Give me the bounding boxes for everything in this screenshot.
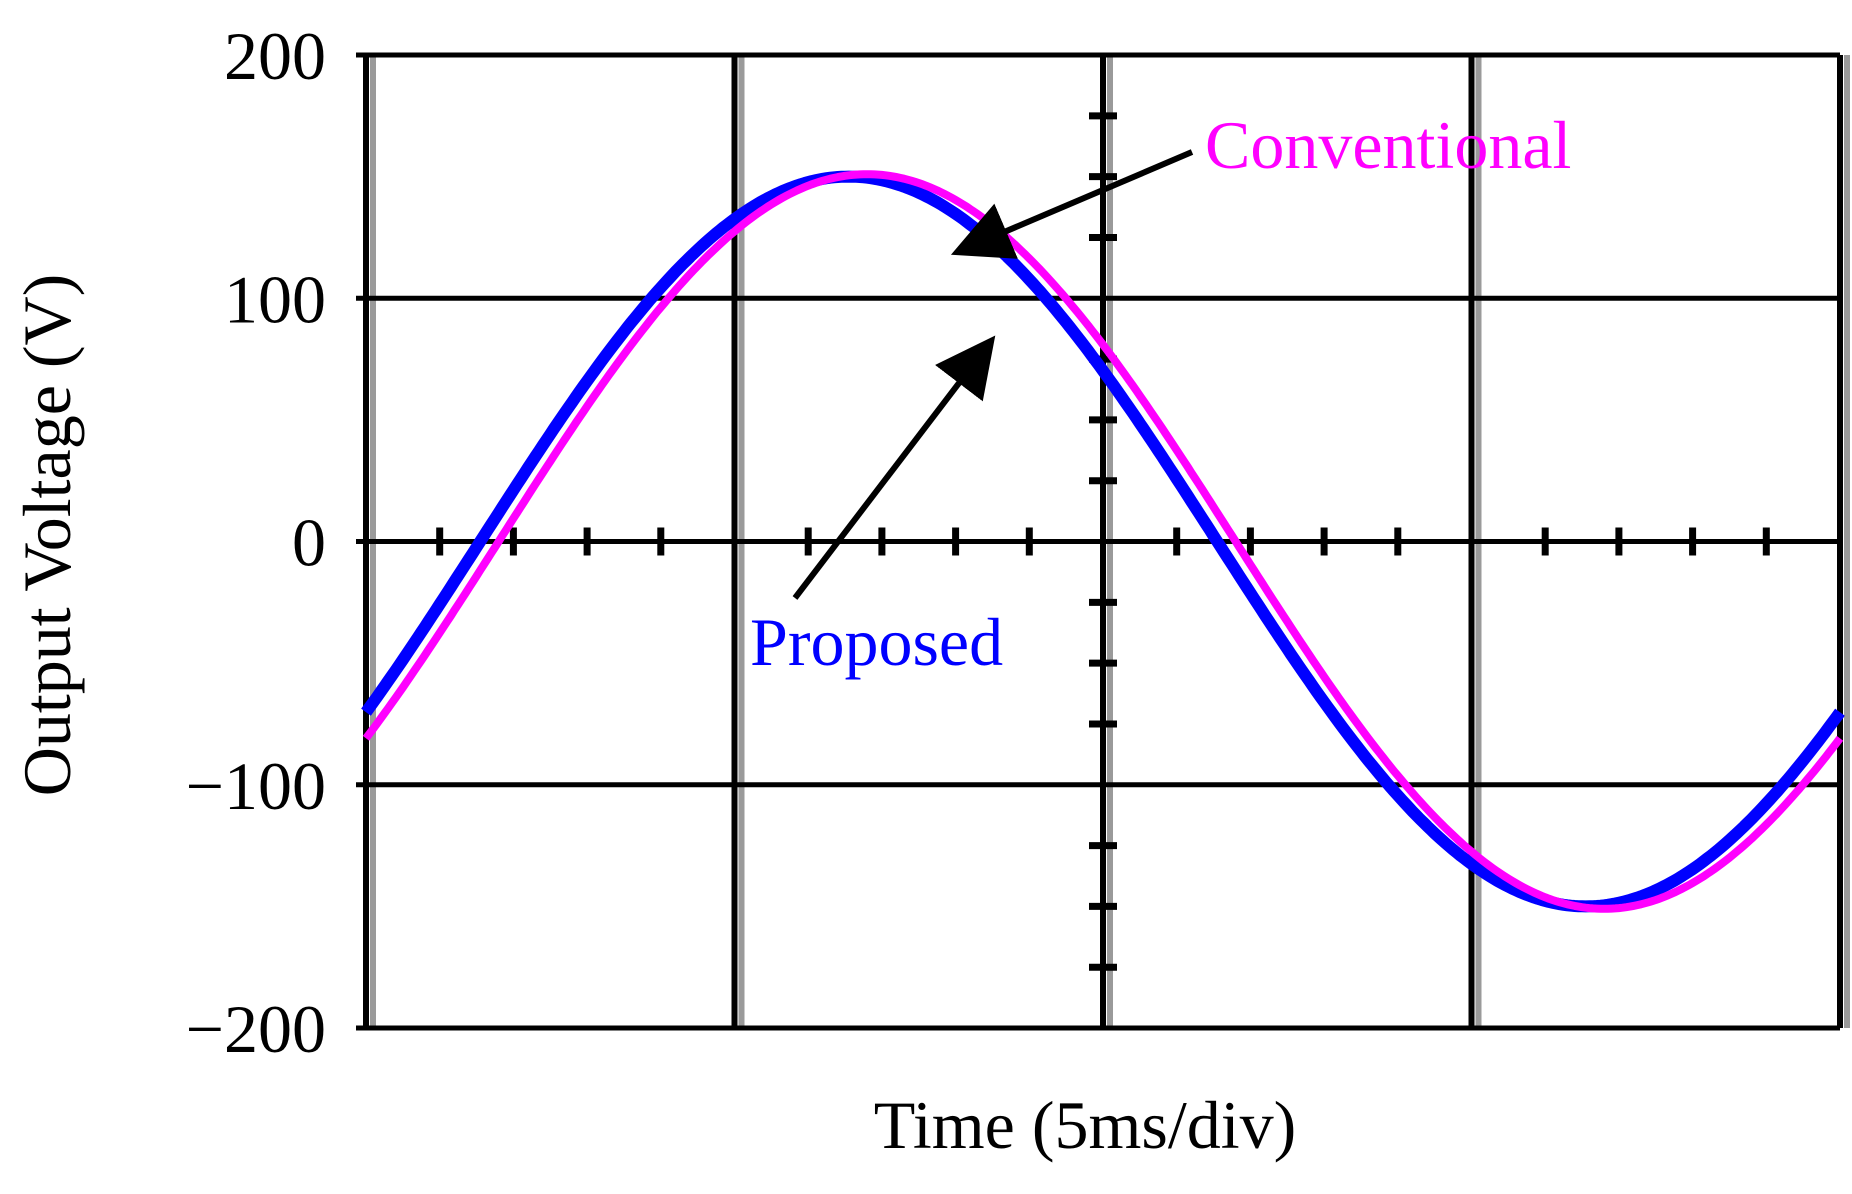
y-tick-label: 200 [224, 18, 326, 94]
conventional-arrow [950, 149, 1194, 259]
axis-ticks: 200 100 0 −100 −200 [186, 18, 1770, 1067]
y-tick-label: −200 [186, 991, 326, 1067]
proposed-arrow [792, 335, 996, 600]
series-group [361, 170, 1845, 913]
proposed-annotation-label: Proposed [750, 604, 1003, 680]
y-tick-label: 100 [224, 261, 326, 337]
grid [356, 52, 1850, 1031]
y-tick-label: −100 [186, 748, 326, 824]
y-tick-label: 0 [292, 505, 326, 581]
conventional-annotation-label: Conventional [1205, 107, 1571, 183]
annotations: Conventional Proposed [750, 107, 1571, 680]
x-axis-label: Time (5ms/div) [874, 1087, 1297, 1163]
series-line-conventional [362, 170, 1844, 913]
y-axis-label: Output Voltage (V) [9, 274, 85, 797]
labels: Output Voltage (V) Time (5ms/div) [9, 274, 1296, 1163]
